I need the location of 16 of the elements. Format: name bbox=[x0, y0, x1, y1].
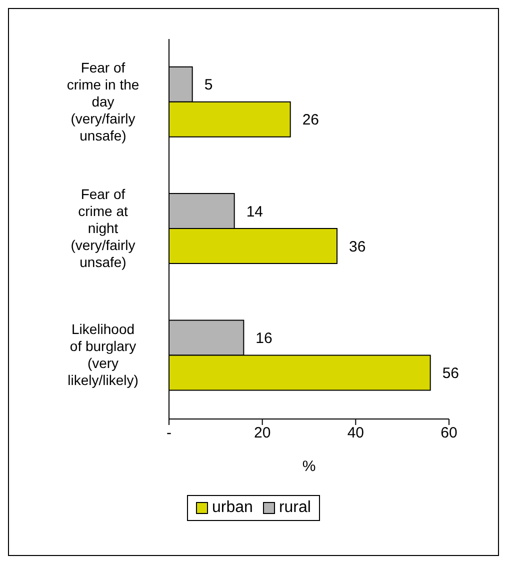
x-tick-label: 40 bbox=[347, 424, 364, 442]
data-label: 5 bbox=[204, 76, 213, 94]
legend-label: rural bbox=[278, 499, 311, 517]
y-tick-label: Likelihood of burglary (very likely/likely) bbox=[68, 321, 138, 388]
y-tick-label: Fear of crime at night (very/fairly unsafe) bbox=[70, 186, 136, 270]
y-tick-label: Fear of crime in the day (very/fairly unsafe) bbox=[66, 59, 140, 144]
legend-label: urban bbox=[211, 499, 253, 517]
x-tick-label: - bbox=[166, 424, 172, 442]
x-tick-label: 60 bbox=[440, 424, 458, 442]
x-axis-title: % bbox=[302, 458, 316, 475]
data-label: 14 bbox=[246, 203, 264, 220]
data-label: 26 bbox=[302, 112, 320, 129]
data-label: 36 bbox=[349, 238, 366, 256]
data-label: 16 bbox=[256, 330, 272, 348]
data-label: 56 bbox=[442, 365, 460, 382]
x-tick-label: 20 bbox=[254, 424, 271, 442]
